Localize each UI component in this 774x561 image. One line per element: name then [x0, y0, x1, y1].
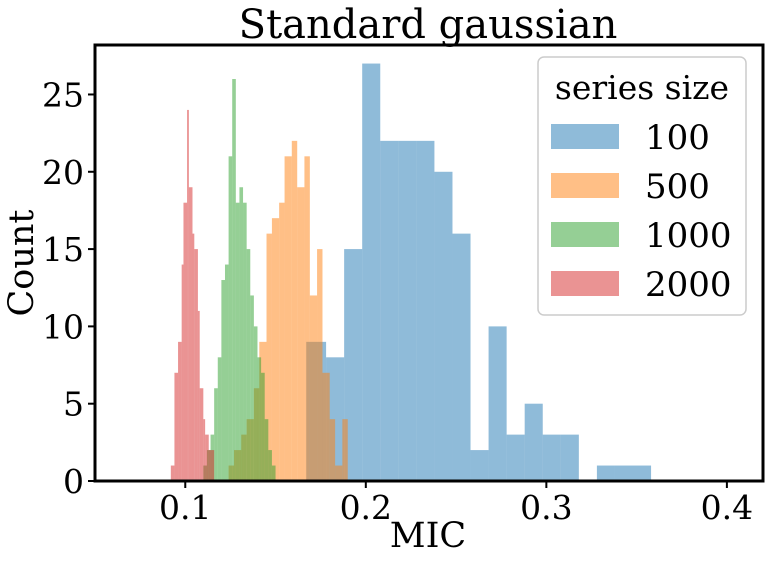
plot-frame	[93, 43, 765, 483]
y-axis-ticks: 0 5 10 15 20 25	[42, 75, 95, 501]
histogram-bar	[194, 249, 198, 481]
histogram-bar	[317, 249, 323, 481]
series-1000	[203, 79, 276, 481]
histogram-bar	[488, 326, 507, 481]
legend-label: 100	[645, 118, 710, 158]
histogram-bar	[434, 171, 453, 481]
histogram-bar	[170, 465, 175, 481]
x-tick-label: 0.2	[340, 488, 392, 527]
x-axis-ticks: 0.1 0.2 0.3 0.4	[159, 481, 753, 527]
histogram-bar	[560, 434, 579, 481]
y-tick-label: 0	[63, 462, 84, 501]
histogram-bar	[268, 450, 272, 481]
histogram-bar	[261, 372, 265, 481]
histogram-bar	[271, 465, 276, 481]
y-tick-label: 20	[42, 153, 84, 192]
histogram-bar	[228, 156, 233, 481]
histogram-bar	[178, 341, 182, 481]
histogram-bar	[470, 450, 489, 481]
legend: series size 100 500 1000 2000	[537, 56, 747, 316]
histogram-bar	[210, 450, 215, 481]
histogram-bar	[524, 403, 543, 481]
legend-item-2000: 2000	[551, 265, 732, 305]
x-tick-label: 0.1	[159, 488, 211, 527]
histogram-bar	[232, 79, 236, 481]
histogram-bar	[205, 434, 209, 481]
x-tick-label: 0.3	[520, 488, 572, 527]
legend-label: 1000	[645, 216, 732, 256]
legend-label: 2000	[645, 265, 732, 305]
histogram-bar	[542, 434, 561, 481]
histogram-bar	[304, 156, 310, 481]
histogram-bar	[187, 109, 189, 482]
histogram-bar	[344, 249, 363, 481]
histogram-bar	[380, 140, 399, 481]
y-axis-label: Count	[2, 210, 42, 317]
histogram-bar	[322, 372, 330, 481]
histogram-bar	[208, 450, 211, 481]
histogram-bar	[297, 187, 305, 481]
histogram-bar	[342, 419, 348, 481]
legend-item-500: 500	[551, 167, 710, 207]
y-tick-label: 10	[42, 307, 84, 346]
legend-swatch	[551, 222, 619, 247]
histogram-bar	[239, 187, 244, 481]
histogram-bar	[217, 357, 222, 481]
legend-swatch	[551, 173, 619, 198]
histogram-bar	[246, 249, 251, 481]
histogram-bar	[192, 233, 195, 481]
histogram-bar	[224, 264, 229, 481]
histogram-bar	[174, 372, 179, 481]
y-tick-label: 5	[63, 385, 84, 424]
legend-label: 500	[645, 167, 710, 207]
histogram-bar	[183, 202, 188, 481]
histogram-bar	[416, 140, 435, 481]
histogram-bar	[271, 218, 280, 481]
histogram-bar	[362, 63, 381, 481]
histogram-bar	[253, 326, 258, 481]
histogram-bar	[596, 465, 615, 481]
histogram-bar	[250, 295, 254, 481]
legend-box	[537, 56, 747, 316]
histogram-bar	[279, 202, 285, 481]
histogram-bar	[197, 310, 200, 481]
histogram-bar	[335, 465, 343, 481]
x-tick-label: 0.4	[701, 488, 753, 527]
x-axis-label: MIC	[390, 516, 466, 556]
legend-item-1000: 1000	[551, 216, 732, 256]
legend-title: series size	[555, 68, 729, 107]
histogram-bar	[235, 202, 240, 481]
legend-item-100: 100	[551, 118, 710, 158]
series-2000	[170, 109, 215, 482]
legend-swatch	[551, 124, 619, 149]
histogram-bar	[291, 140, 298, 481]
histogram-bar	[243, 202, 247, 481]
histogram-bar	[203, 419, 206, 481]
histogram-bar	[452, 233, 471, 481]
histogram-bar	[633, 465, 652, 481]
histogram-bar	[266, 233, 272, 481]
y-tick-label: 15	[42, 230, 84, 269]
legend-swatch	[551, 271, 619, 296]
histogram-bar	[506, 434, 525, 481]
histogram-bar	[329, 419, 336, 481]
histogram-bar	[284, 156, 292, 481]
series-100	[306, 63, 652, 481]
y-tick-label: 25	[42, 75, 84, 114]
histogram-bar	[264, 419, 269, 481]
histogram-bar	[188, 187, 193, 481]
histogram-bar	[181, 264, 184, 481]
histogram-bar	[257, 357, 262, 481]
chart-title: Standard gaussian	[239, 2, 618, 48]
histogram-bar	[221, 280, 225, 481]
histogram-bar	[199, 388, 204, 481]
histogram-bar	[214, 388, 218, 481]
histogram-bar	[614, 465, 634, 481]
bars-layer	[170, 63, 652, 482]
histogram-bar	[398, 140, 417, 481]
histogram-bar	[309, 295, 318, 481]
